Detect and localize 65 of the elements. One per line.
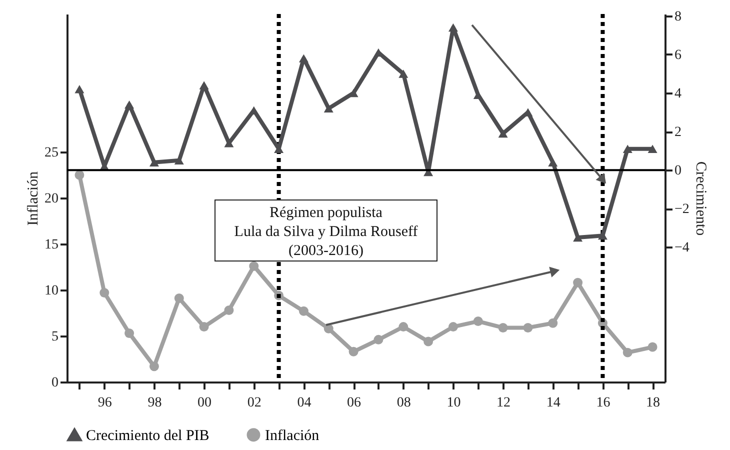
y2-tick-label: 2	[674, 125, 682, 140]
x-tick-label: 04	[297, 396, 312, 410]
point	[548, 158, 558, 166]
y-tick-label: 20	[44, 192, 58, 206]
point	[398, 322, 408, 332]
y2-tick-label: 0	[674, 164, 682, 179]
point	[298, 306, 308, 316]
x-tick-label: 10	[446, 396, 461, 410]
point	[249, 261, 259, 271]
x-tick-label: 16	[596, 396, 610, 410]
y2-axis-title: Crecimiento	[692, 161, 708, 236]
point	[374, 334, 384, 344]
point	[523, 322, 533, 332]
y-tick-label: 5	[52, 330, 58, 344]
x-tick-label: 06	[347, 396, 362, 410]
point	[622, 348, 632, 358]
point	[448, 322, 458, 332]
x-tick-label: 02	[247, 396, 262, 410]
point	[622, 144, 632, 153]
point	[149, 158, 159, 166]
annotation: Régimen populista Lula da Silva y Dilma Rouseff (2003-2016)	[234, 205, 418, 259]
point	[74, 170, 84, 180]
point	[348, 88, 358, 98]
y-axis-title: Inflación	[26, 170, 42, 226]
point	[648, 144, 658, 153]
point	[498, 322, 508, 332]
point	[648, 342, 658, 352]
y2-tick-label: 4	[674, 86, 682, 102]
point	[548, 318, 558, 328]
y2-tick-label: 6	[674, 48, 682, 63]
point	[573, 278, 583, 288]
point	[324, 104, 334, 113]
x-tick-label: 00	[198, 396, 212, 410]
point	[199, 81, 209, 90]
point	[424, 336, 434, 346]
y-tick-label: 10	[44, 284, 58, 298]
point	[149, 362, 159, 372]
point	[124, 328, 134, 338]
x-tick-label: 18	[646, 396, 660, 410]
legend-label: Crecimiento del PIB	[86, 428, 210, 444]
point	[100, 288, 110, 298]
point	[249, 106, 259, 114]
point	[124, 100, 134, 109]
point	[348, 346, 358, 356]
y-tick-label: 0	[52, 376, 58, 390]
point	[74, 85, 84, 94]
x-tick-label: 14	[546, 396, 560, 410]
point	[199, 322, 209, 332]
point	[224, 306, 234, 315]
x-tick-label: 96	[98, 396, 112, 410]
y-tick-label: 15	[44, 238, 58, 252]
point	[498, 129, 508, 138]
point	[298, 54, 308, 62]
legend-label: Inflación	[265, 428, 320, 444]
point	[174, 294, 184, 304]
y2-tick-label: −2	[674, 202, 690, 218]
y-tick-label: 25	[44, 146, 58, 160]
point	[473, 316, 483, 326]
x-tick-label: 08	[396, 396, 411, 410]
y2-tick-label: 8	[674, 9, 682, 24]
point	[448, 23, 458, 32]
x-tick-label: 12	[496, 396, 511, 410]
y2-tick-label: −4	[674, 240, 690, 256]
x-tick-label: 98	[148, 396, 162, 410]
point	[398, 70, 408, 78]
